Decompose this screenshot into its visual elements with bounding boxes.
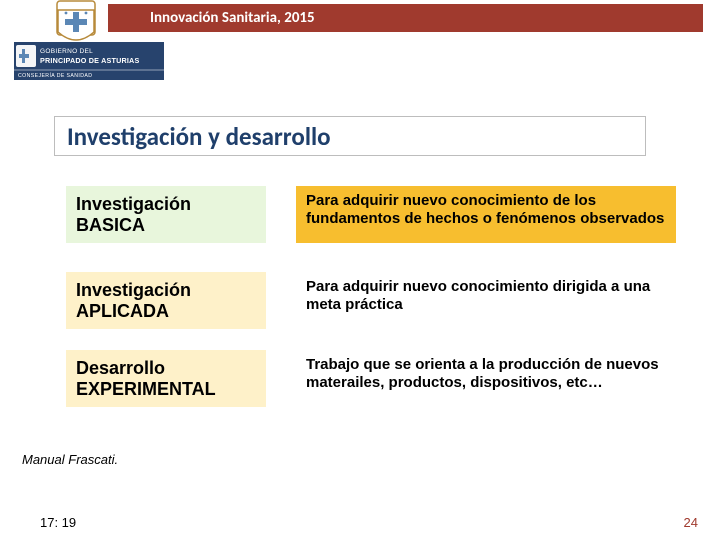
row-aplicada: Investigación APLICADA Para adquirir nue… xyxy=(66,272,676,329)
svg-text:GOBIERNO DEL: GOBIERNO DEL xyxy=(40,48,93,55)
row-experimental-desc: Trabajo que se orienta a la producción d… xyxy=(296,350,676,407)
row-basica-label: Investigación BASICA xyxy=(66,186,266,243)
row-basica: Investigación BASICA Para adquirir nuevo… xyxy=(66,186,676,243)
header-title: Innovación Sanitaria, 2015 xyxy=(150,9,315,27)
row-label-line2: APLICADA xyxy=(76,301,169,321)
time-stamp: 17: 19 xyxy=(40,515,76,530)
header-band: Innovación Sanitaria, 2015 xyxy=(108,4,703,32)
slide-root: Innovación Sanitaria, 2015 GOBIERNO DEL … xyxy=(0,0,720,540)
row-label-line1: Investigación xyxy=(76,194,191,214)
row-aplicada-label: Investigación APLICADA xyxy=(66,272,266,329)
reference-text: Manual Frascati. xyxy=(22,452,118,467)
svg-text:PRINCIPADO DE ASTURIAS: PRINCIPADO DE ASTURIAS xyxy=(40,56,139,65)
section-title: Investigación y desarrollo xyxy=(67,121,331,152)
row-experimental: Desarrollo EXPERIMENTAL Trabajo que se o… xyxy=(66,350,676,407)
row-aplicada-desc: Para adquirir nuevo conocimiento dirigid… xyxy=(296,272,676,329)
row-label-line2: EXPERIMENTAL xyxy=(76,379,216,399)
logo-government: GOBIERNO DEL PRINCIPADO DE ASTURIAS CONS… xyxy=(14,42,164,80)
row-label-line1: Desarrollo xyxy=(76,358,165,378)
row-label-line1: Investigación xyxy=(76,280,191,300)
section-title-box: Investigación y desarrollo xyxy=(54,116,646,156)
logo-shield xyxy=(56,0,96,42)
row-label-line2: BASICA xyxy=(76,215,145,235)
row-basica-desc: Para adquirir nuevo conocimiento de los … xyxy=(296,186,676,243)
slide-number: 24 xyxy=(684,515,698,530)
svg-text:CONSEJERÍA DE SANIDAD: CONSEJERÍA DE SANIDAD xyxy=(18,72,92,79)
row-experimental-label: Desarrollo EXPERIMENTAL xyxy=(66,350,266,407)
